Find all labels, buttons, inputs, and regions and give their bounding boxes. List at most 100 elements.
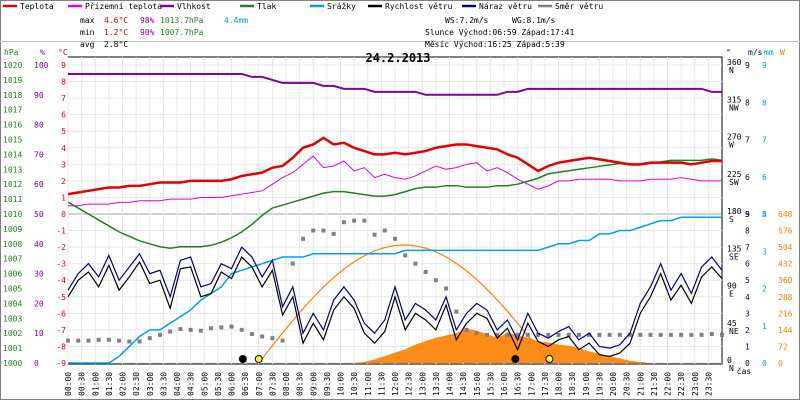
wind-direction-point [566, 332, 571, 337]
x-tick-label: 21:30 [650, 372, 659, 396]
wind-direction-point [444, 286, 449, 291]
moon-marker [511, 355, 520, 363]
stats-avg-temperature: 2.8°C [104, 40, 128, 49]
ms-tick: 8 [745, 227, 750, 236]
direction-axis-label: ° [726, 48, 731, 57]
celsius-tick: 3 [61, 160, 66, 169]
x-tick-label: 18:30 [568, 372, 577, 396]
x-tick-label: 01:30 [105, 372, 114, 396]
ms-tick: 3 [745, 309, 750, 318]
wind-direction-point [433, 278, 438, 283]
celsius-tick: 2 [61, 177, 66, 186]
wm2-tick: 576 [778, 227, 793, 236]
hpa-axis-label: hPa [4, 48, 19, 57]
wm2-tick: 72 [778, 342, 788, 351]
wind-direction-point [648, 332, 653, 337]
celsius-tick: 6 [61, 111, 66, 120]
celsius-tick: -7 [56, 326, 66, 335]
direction-deg-tick: 225 [727, 170, 742, 179]
wind-direction-point [301, 236, 306, 241]
wm2-tick: 288 [778, 293, 793, 302]
wind-direction-point [290, 261, 295, 266]
direction-name-tick: NW [729, 103, 739, 112]
wind-direction-point [106, 337, 111, 342]
celsius-tick: -6 [56, 309, 66, 318]
ms-tick: 6 [745, 260, 750, 269]
x-tick-label: 00:00 [64, 372, 73, 396]
wind-direction-point [127, 339, 132, 344]
wind-direction-point [137, 339, 142, 344]
x-tick-label: 16:30 [514, 372, 523, 396]
x-tick-label: 11:30 [377, 372, 386, 396]
direction-deg-tick: 315 [727, 95, 742, 104]
wind-direction-point [638, 332, 643, 337]
legend-label: Přízemní teplota [85, 2, 162, 11]
x-tick-label: 16:00 [500, 372, 509, 396]
wm2-tick: 216 [778, 309, 793, 318]
wind-direction-point [484, 332, 489, 337]
wind-direction-point [556, 332, 561, 337]
direction-deg-tick: 135 [727, 244, 742, 253]
wind-direction-point [311, 228, 316, 233]
direction-name-tick: S [729, 215, 734, 224]
wind-direction-point [720, 332, 724, 337]
wind-direction-point [249, 332, 254, 337]
chart-title: 24.2.2013 [365, 51, 430, 65]
solar-radiation-area [68, 328, 722, 363]
stats-wind-speed: WS:7.2m/s [445, 16, 489, 25]
celsius-tick: 5 [61, 127, 66, 136]
wm2-tick: 0 [778, 359, 783, 368]
stats-min-temperature: 1.2°C [104, 28, 128, 37]
direction-deg-tick: 360 [727, 58, 742, 67]
wind-direction-point [270, 336, 275, 341]
wind-direction-point [76, 338, 81, 343]
direction-name-tick: NE [729, 327, 739, 336]
mm-tick: 0 [762, 359, 767, 368]
stats-moon-times: Měsíc Východ:16:25 Západ:5:39 [425, 40, 565, 49]
wind-direction-point [219, 325, 224, 330]
wind-direction-point [699, 332, 704, 337]
hpa-tick: 1005 [3, 285, 22, 294]
wind-direction-point [546, 332, 551, 337]
x-tick-label: 22:00 [664, 372, 673, 396]
ms-tick: 1 [745, 342, 750, 351]
hpa-tick: 1016 [3, 121, 22, 130]
x-tick-label: 23:30 [704, 372, 713, 396]
wind-direction-point [515, 332, 520, 337]
x-tick-label: 10:30 [350, 372, 359, 396]
wind-direction-point [382, 228, 387, 233]
x-tick-label: 20:00 [609, 372, 618, 396]
celsius-tick: -3 [56, 260, 66, 269]
x-tick-label: 01:00 [91, 372, 100, 396]
wind-direction-point [617, 332, 622, 337]
wind-direction-point [96, 337, 101, 342]
ms-tick: 6 [745, 173, 750, 182]
wm2-tick: 504 [778, 243, 793, 252]
hpa-tick: 1013 [3, 165, 22, 174]
mm-tick: 2 [762, 285, 767, 294]
ms-tick: 7 [745, 243, 750, 252]
wind-direction-point [117, 338, 122, 343]
wind-direction-point [280, 338, 285, 343]
direction-deg-tick: 180 [727, 207, 742, 216]
wind-direction-point [525, 332, 530, 337]
wm2-tick: 648 [778, 210, 793, 219]
hpa-tick: 1019 [3, 76, 22, 85]
wind-direction-point [178, 327, 183, 332]
x-tick-label: 23:00 [691, 372, 700, 396]
x-tick-label: 18:00 [555, 372, 564, 396]
wind-direction-point [188, 327, 193, 332]
x-tick-label: 11:00 [364, 372, 373, 396]
wind-direction-point [709, 332, 714, 337]
wind-direction-point [576, 332, 581, 337]
wind-direction-point [413, 261, 418, 266]
wind-direction-point [679, 332, 684, 337]
ground-temperature-line [68, 155, 722, 207]
wind-direction-point [454, 309, 459, 314]
hpa-tick: 1014 [3, 150, 22, 159]
x-tick-label: 19:00 [582, 372, 591, 396]
wm2-tick: 360 [778, 276, 793, 285]
celsius-tick: 9 [61, 61, 66, 70]
stats-max-humidity: 98% [140, 16, 155, 25]
